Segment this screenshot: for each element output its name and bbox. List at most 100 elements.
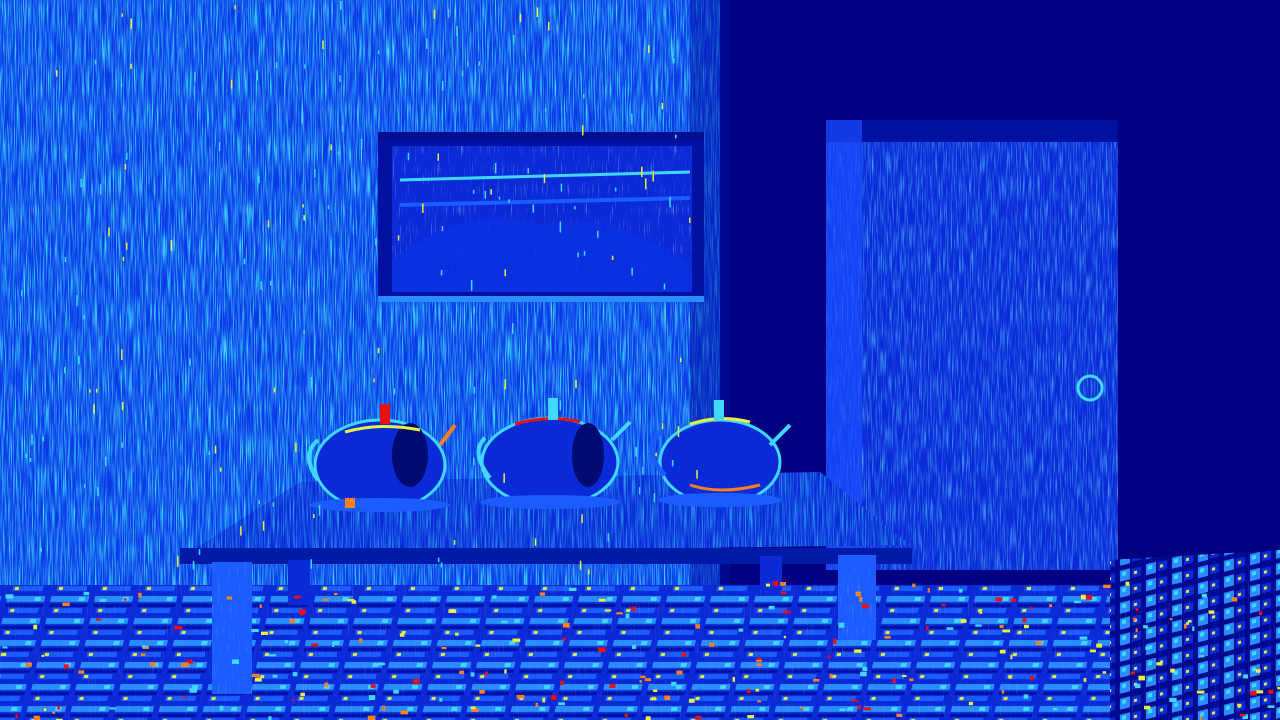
speckle	[975, 624, 982, 627]
speckle	[1170, 668, 1175, 673]
speckle	[548, 21, 550, 31]
speckle	[1010, 598, 1016, 602]
speckle	[783, 635, 786, 639]
speckle	[1242, 714, 1248, 720]
speckle	[813, 679, 820, 682]
speckle	[1256, 690, 1264, 694]
speckle	[256, 70, 258, 81]
speckle	[105, 456, 107, 467]
speckle	[1144, 705, 1151, 710]
speckle	[447, 9, 450, 18]
speckle	[40, 548, 42, 552]
speckle	[368, 695, 376, 700]
speckle	[501, 620, 508, 624]
speckle	[1255, 669, 1261, 673]
speckle	[5, 594, 14, 599]
speckle	[859, 596, 863, 602]
speckle	[340, 0, 342, 10]
teapot-middle	[476, 398, 632, 509]
speckle	[669, 196, 671, 208]
speckle	[96, 618, 102, 621]
speckle	[1239, 714, 1246, 717]
speckle	[504, 669, 507, 674]
speckle	[551, 695, 557, 700]
speckle	[902, 675, 907, 678]
speckle	[768, 605, 775, 610]
speckle	[470, 672, 475, 677]
speckle	[440, 562, 443, 568]
speckle	[783, 610, 791, 614]
speckle	[909, 678, 914, 682]
speckle	[1201, 593, 1207, 598]
speckle	[645, 178, 647, 190]
speckle	[616, 612, 623, 615]
speckle	[1030, 606, 1033, 610]
speckle	[696, 470, 698, 479]
speckle	[407, 152, 410, 161]
speckle	[1130, 671, 1135, 675]
speckle	[259, 604, 262, 608]
speckle	[663, 283, 666, 290]
speckle	[21, 290, 23, 297]
speckle	[89, 389, 91, 393]
speckle	[373, 378, 375, 383]
speckle	[377, 50, 380, 54]
speckle	[80, 178, 82, 188]
speckle	[519, 13, 522, 22]
speckle	[532, 204, 535, 213]
speckle	[535, 702, 538, 708]
speckle	[838, 622, 845, 628]
speckle	[562, 622, 570, 628]
speckle	[492, 595, 497, 599]
speckle	[292, 699, 295, 702]
speckle	[508, 199, 510, 203]
speckle	[968, 701, 973, 706]
speckle	[302, 204, 304, 208]
speckle	[57, 706, 60, 710]
speckle	[475, 644, 481, 647]
speckle	[946, 627, 954, 630]
speckle	[448, 609, 457, 613]
speckle	[1089, 649, 1096, 653]
speckle	[1198, 655, 1205, 658]
speckle	[512, 35, 515, 45]
speckle	[55, 718, 63, 720]
speckle	[121, 13, 123, 17]
speckle	[208, 450, 210, 455]
speckle	[544, 108, 547, 112]
speckle	[122, 256, 125, 262]
speckle	[124, 164, 127, 170]
speckle	[121, 349, 123, 361]
speckle	[688, 698, 695, 703]
speckle	[272, 674, 278, 678]
speckle	[1080, 594, 1086, 600]
speckle	[261, 631, 268, 635]
speckle	[377, 347, 380, 354]
speckle	[1083, 678, 1087, 682]
speckle	[219, 467, 222, 472]
speckle	[63, 664, 69, 669]
speckle	[642, 466, 644, 475]
speckle	[3, 652, 7, 656]
speckle	[456, 26, 458, 37]
speckle	[351, 600, 357, 604]
speckle	[375, 238, 377, 246]
speckle	[300, 692, 305, 696]
speckle	[25, 662, 32, 667]
speckle	[689, 217, 691, 223]
speckle	[461, 71, 464, 77]
speckle	[673, 58, 675, 64]
speckle	[269, 280, 272, 286]
speckle	[650, 697, 657, 701]
speckle	[284, 640, 289, 644]
speckle	[1196, 690, 1205, 694]
speckle	[95, 388, 98, 393]
speckle	[632, 644, 637, 649]
speckle	[439, 697, 443, 702]
speckle	[453, 540, 456, 545]
speckle	[1192, 626, 1195, 631]
speckle	[756, 663, 762, 667]
speckle	[504, 379, 507, 390]
speckle	[579, 560, 582, 570]
speckle	[941, 604, 946, 607]
